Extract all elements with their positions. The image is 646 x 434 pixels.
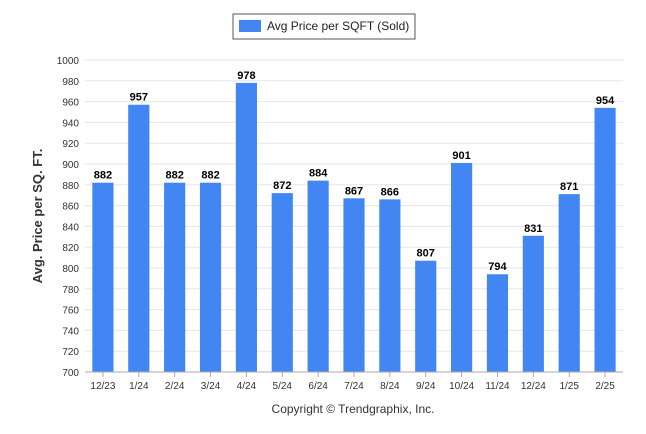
bar bbox=[235, 82, 257, 372]
y-tick-label: 960 bbox=[62, 98, 79, 109]
bar bbox=[128, 104, 150, 372]
bar bbox=[92, 182, 114, 372]
legend-swatch bbox=[239, 20, 261, 32]
bar-value-label: 831 bbox=[524, 223, 542, 235]
bar-value-label: 871 bbox=[560, 181, 578, 193]
legend: Avg Price per SQFT (Sold) bbox=[232, 13, 416, 40]
bar bbox=[164, 182, 186, 372]
y-tick-label: 720 bbox=[62, 347, 79, 358]
y-tick-label: 980 bbox=[62, 77, 79, 88]
bar bbox=[199, 182, 222, 372]
legend-label: Avg Price per SQFT (Sold) bbox=[267, 19, 409, 33]
x-tick-label: 9/24 bbox=[416, 381, 436, 392]
y-axis-ticks: 700 720 740 760 780 800 820 840 860 880 900 920 940 9… bbox=[57, 56, 80, 379]
bar bbox=[522, 235, 544, 372]
x-tick-label: 8/24 bbox=[380, 381, 400, 392]
bar-value-label: 794 bbox=[488, 261, 507, 273]
bar bbox=[594, 107, 616, 372]
bar bbox=[451, 162, 473, 372]
bar-value-label: 978 bbox=[237, 70, 255, 82]
bar-value-label: 884 bbox=[309, 168, 328, 180]
x-tick-label: 3/24 bbox=[201, 381, 221, 392]
bar-value-label: 882 bbox=[165, 170, 183, 182]
y-tick-label: 780 bbox=[62, 285, 79, 296]
y-tick-label: 740 bbox=[62, 326, 79, 337]
bar bbox=[558, 194, 580, 372]
y-tick-label: 700 bbox=[62, 368, 79, 379]
bar bbox=[415, 260, 437, 372]
x-axis-ticks: 12/23 1/24 2/24 3/24 4/24 5/24 6/24 7/24 8/24 9/2… bbox=[90, 372, 615, 392]
x-tick-label: 12/23 bbox=[90, 381, 115, 392]
x-tick-label: 1/24 bbox=[129, 381, 149, 392]
bar bbox=[486, 274, 509, 372]
x-tick-label: 11/24 bbox=[485, 381, 510, 392]
y-tick-label: 800 bbox=[62, 264, 79, 275]
x-tick-label: 4/24 bbox=[237, 381, 257, 392]
y-tick-label: 840 bbox=[62, 222, 79, 233]
bar bbox=[271, 193, 293, 372]
y-tick-label: 760 bbox=[62, 306, 79, 317]
y-tick-label: 920 bbox=[62, 139, 79, 150]
bar-value-label: 807 bbox=[417, 248, 435, 260]
bar-value-label: 954 bbox=[596, 95, 615, 107]
y-tick-label: 820 bbox=[62, 243, 79, 254]
bar bbox=[343, 198, 365, 372]
copyright-footer: Copyright © Trendgraphix, Inc. bbox=[272, 402, 435, 416]
y-tick-label: 940 bbox=[62, 118, 79, 129]
bar bbox=[379, 199, 401, 372]
y-axis-title: Avg. Price per SQ. FT. bbox=[30, 149, 45, 284]
x-tick-label: 1/25 bbox=[559, 381, 579, 392]
legend-box bbox=[232, 13, 416, 40]
bar bbox=[307, 180, 329, 372]
x-tick-label: 6/24 bbox=[308, 381, 328, 392]
x-tick-label: 2/24 bbox=[165, 381, 185, 392]
x-tick-label: 10/24 bbox=[449, 381, 474, 392]
bar-value-label: 882 bbox=[94, 170, 112, 182]
bar-value-label: 866 bbox=[381, 186, 399, 198]
bar-value-label: 901 bbox=[452, 150, 470, 162]
bar-value-label: 957 bbox=[130, 92, 148, 104]
x-tick-label: 12/24 bbox=[521, 381, 546, 392]
y-tick-label: 900 bbox=[62, 160, 79, 171]
x-tick-label: 2/25 bbox=[595, 381, 615, 392]
x-tick-label: 7/24 bbox=[344, 381, 364, 392]
bars-group: 882 957 882 882 978 872 884 867 866 807 901 794 831 8… bbox=[92, 70, 616, 372]
bar-value-label: 872 bbox=[273, 180, 291, 192]
bar-value-label: 867 bbox=[345, 185, 363, 197]
bar-value-label: 882 bbox=[201, 170, 219, 182]
y-tick-label: 880 bbox=[62, 181, 79, 192]
y-tick-label: 860 bbox=[62, 202, 79, 213]
x-tick-label: 5/24 bbox=[273, 381, 293, 392]
y-tick-label: 1000 bbox=[57, 56, 80, 67]
